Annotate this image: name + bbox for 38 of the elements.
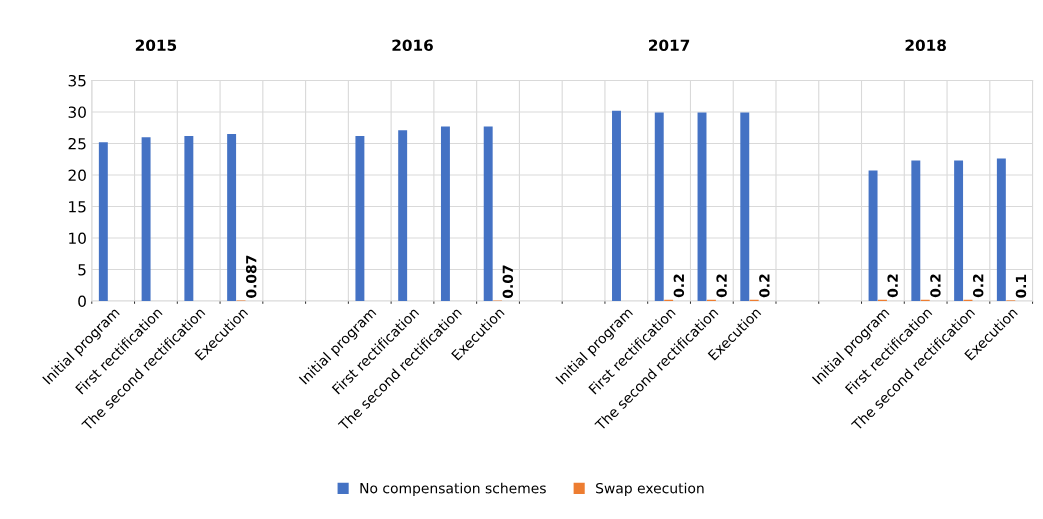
text: 2016 [392, 39, 433, 52]
y-tick-label: 35 [68, 74, 86, 87]
bar [868, 170, 878, 302]
data-label: 0.2 [716, 274, 727, 298]
data-label: 0.07 [502, 265, 514, 299]
bar [911, 160, 921, 302]
data-label: 0.2 [759, 274, 770, 298]
bar [398, 130, 408, 302]
y-tick-label: 10 [69, 232, 86, 245]
data-label: 0.1 [1015, 274, 1027, 298]
data-label: 0.2 [673, 274, 685, 298]
y-tick-label: 25 [68, 137, 86, 150]
bar [740, 112, 750, 302]
text: 2017 [649, 39, 690, 52]
bar [483, 126, 493, 302]
bar [654, 112, 664, 302]
text: 2018 [905, 39, 946, 52]
bar [996, 158, 1006, 302]
bar [355, 135, 365, 302]
y-tick-label: 0 [78, 295, 86, 308]
y-tick-label: 15 [69, 201, 86, 213]
bar [954, 160, 964, 302]
text: 2015 [135, 39, 177, 52]
legend-label: No compensation schemes [360, 482, 546, 497]
data-label: 0.2 [972, 274, 984, 298]
legend-label: Swap execution [596, 482, 704, 497]
data-label: 0.2 [930, 274, 941, 298]
bar [141, 137, 151, 302]
data-label: 0.087 [245, 255, 257, 298]
data-label: 0.2 [887, 274, 898, 298]
bar [184, 135, 194, 302]
bar [227, 134, 237, 302]
bar [440, 126, 450, 302]
y-tick-label: 20 [68, 169, 86, 181]
y-tick-label: 5 [78, 264, 86, 276]
bar [98, 142, 108, 302]
bar [612, 110, 621, 302]
y-tick-label: 30 [68, 106, 86, 118]
